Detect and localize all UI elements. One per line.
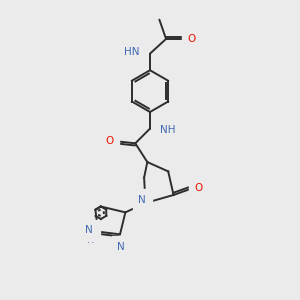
Text: HN: HN (124, 47, 140, 57)
Text: NH: NH (160, 125, 176, 135)
Text: H: H (87, 235, 94, 245)
Text: N: N (138, 195, 146, 205)
Text: O: O (105, 136, 113, 146)
Text: O: O (187, 34, 195, 44)
Text: N: N (118, 242, 125, 252)
Text: N: N (85, 225, 93, 235)
Text: O: O (194, 183, 202, 193)
